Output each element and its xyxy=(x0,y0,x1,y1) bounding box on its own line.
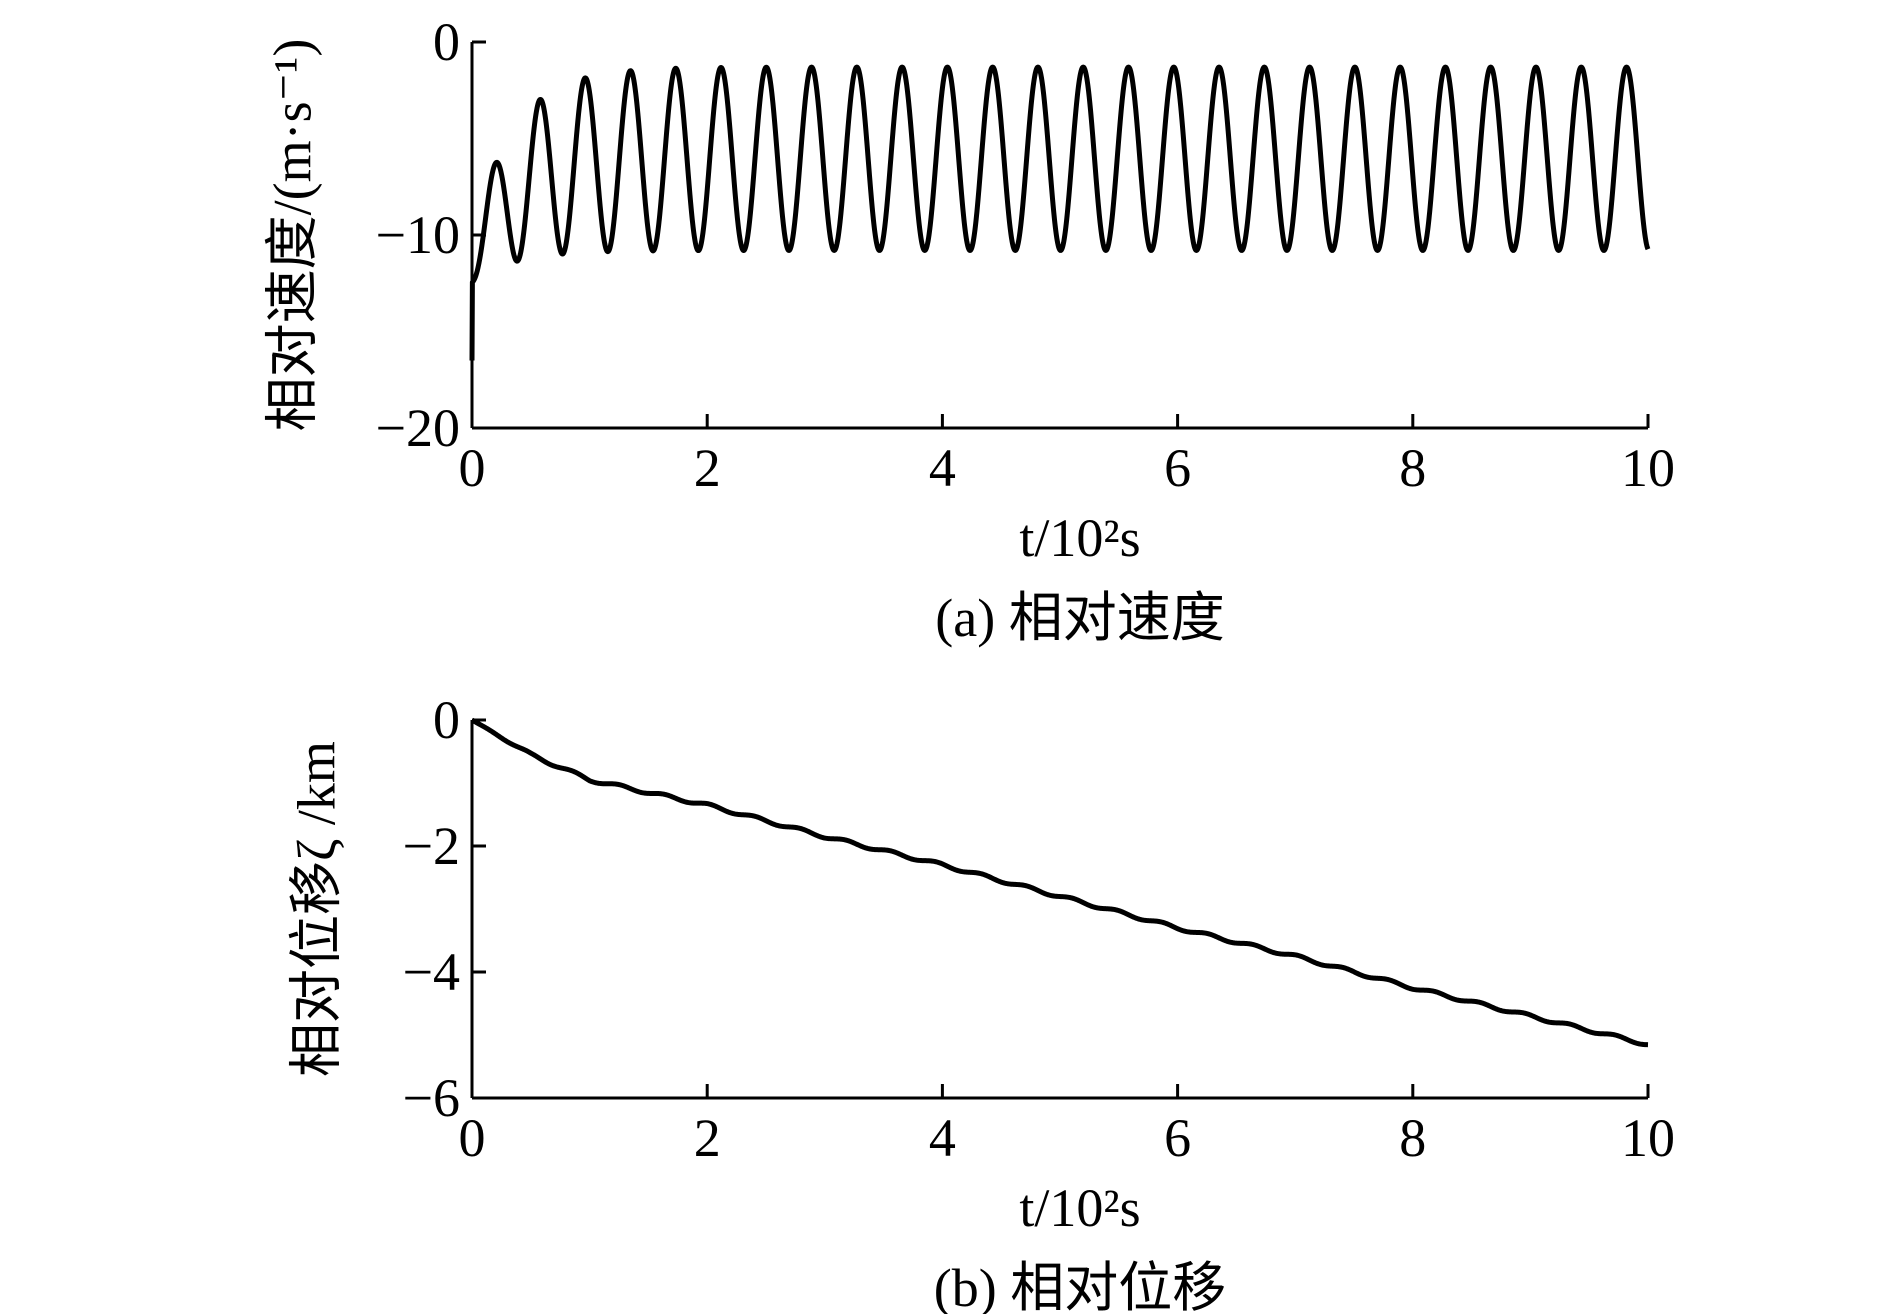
chart-relative-velocity: 0 2 4 6 8 10 0 −10 −20 相对速度/(m·s⁻¹) t/10²s (a) 相… xyxy=(262,12,1675,648)
x-tick-label: 0 xyxy=(459,438,486,498)
y-tick-label: −20 xyxy=(376,398,460,458)
x-tick-label: 2 xyxy=(694,1108,721,1168)
x-tick-label: 10 xyxy=(1621,438,1675,498)
chart-b-xlabel: t/10²s xyxy=(1019,1178,1140,1238)
x-tick-label: 4 xyxy=(929,438,956,498)
y-tick-label: −6 xyxy=(403,1068,460,1128)
x-tick-label: 8 xyxy=(1399,438,1426,498)
y-tick-label: −10 xyxy=(376,205,460,265)
x-tick-label: 10 xyxy=(1621,1108,1675,1168)
chart-b-caption: (b) 相对位移 xyxy=(934,1258,1226,1314)
y-tick-label: −2 xyxy=(403,816,460,876)
chart-a-caption: (a) 相对速度 xyxy=(935,588,1224,648)
chart-b-ylabel: 相对位移ζ /km xyxy=(286,741,346,1077)
velocity-series-line xyxy=(469,64,1651,361)
x-tick-label: 2 xyxy=(694,438,721,498)
y-tick-label: −4 xyxy=(403,942,460,1002)
chart-a-xlabel: t/10²s xyxy=(1019,508,1140,568)
chart-relative-displacement: 0 2 4 6 8 10 0 −2 −4 −6 相对位移ζ /km t/10²s (b) 相对位移 xyxy=(286,690,1675,1314)
y-tick-label: 0 xyxy=(433,690,460,750)
chart-b-ticks: 0 2 4 6 8 10 0 −2 −4 −6 xyxy=(403,690,1675,1168)
x-tick-label: 0 xyxy=(459,1108,486,1168)
chart-a-ticks: 0 2 4 6 8 10 0 −10 −20 xyxy=(376,12,1675,498)
chart-a-ylabel: 相对速度/(m·s⁻¹) xyxy=(262,39,322,432)
chart-a-series xyxy=(469,64,1651,361)
x-tick-label: 4 xyxy=(929,1108,956,1168)
y-tick-label: 0 xyxy=(433,12,460,72)
displacement-series-line xyxy=(470,717,1650,1048)
x-tick-label: 8 xyxy=(1399,1108,1426,1168)
x-tick-label: 6 xyxy=(1164,1108,1191,1168)
x-tick-label: 6 xyxy=(1164,438,1191,498)
chart-b-series xyxy=(470,717,1650,1048)
chart-b-axes xyxy=(470,720,1648,1100)
